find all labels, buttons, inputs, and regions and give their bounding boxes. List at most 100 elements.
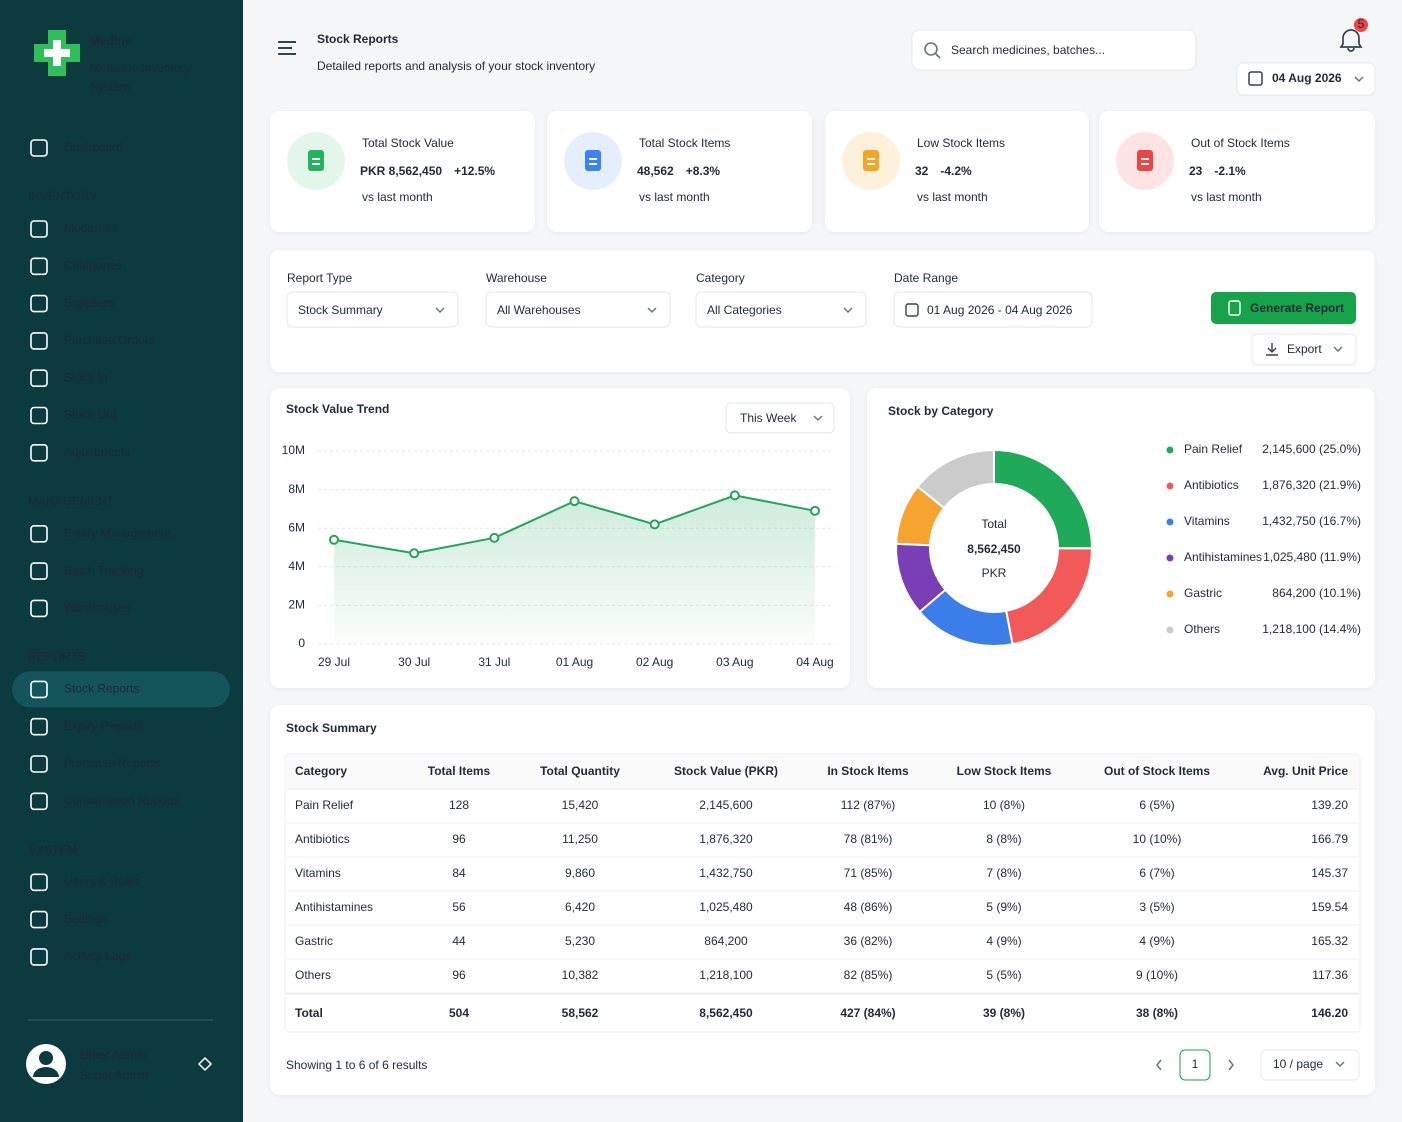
filter-box[interactable] (485, 291, 671, 328)
period-select[interactable] (725, 402, 835, 434)
table-cell: 84 (452, 866, 466, 880)
nav-item[interactable]: Dashboard (64, 140, 123, 154)
legend-value: 1,432,750 (16.7%) (1262, 514, 1361, 528)
nav-item[interactable]: Stock Out (64, 408, 117, 422)
table-cell: 15,420 (562, 798, 599, 812)
badge-count: 5 (1358, 17, 1365, 31)
filter-label: Warehouse (486, 271, 547, 285)
table-cell: Antihistamines (295, 900, 373, 914)
table-cell: 36 (82%) (844, 934, 893, 948)
kpi-change: -4.2% (940, 164, 972, 178)
export-button[interactable] (1251, 333, 1357, 366)
generate-button[interactable] (1211, 292, 1356, 324)
nav-item[interactable]: Purchase Reports (64, 756, 160, 770)
nav-icon (30, 717, 48, 736)
search-icon-handle (934, 52, 941, 59)
kpi-card (1099, 111, 1375, 232)
page-title: Stock Reports (317, 32, 399, 46)
nav-icon (30, 294, 48, 313)
column-header: Out of Stock Items (1104, 764, 1210, 778)
nav-item[interactable]: Expiry Reports (64, 719, 143, 733)
legend-value: 1,876,320 (21.9%) (1262, 478, 1361, 492)
nav-icon (30, 257, 48, 276)
nav-item[interactable]: Settings (64, 912, 107, 926)
donut-slice (916, 448, 995, 510)
legend-value: 2,145,600 (25.0%) (1262, 442, 1361, 456)
kpi-icon-line (312, 163, 320, 165)
area (334, 495, 815, 644)
nav-icon (30, 369, 48, 388)
legend-value: 864,200 (10.1%) (1272, 586, 1361, 600)
section-title: MANAGEMENT (28, 494, 115, 508)
date-button[interactable] (1236, 62, 1376, 96)
nav-item[interactable]: Activity Logs (64, 949, 131, 963)
filter-box[interactable] (893, 291, 1093, 328)
nav-icon (30, 948, 48, 966)
legend-label: Antihistamines (1184, 550, 1262, 564)
kpi-note: vs last month (917, 190, 988, 204)
download-icon (1266, 343, 1278, 356)
table-cell: 96 (452, 968, 466, 982)
logo-cross (44, 40, 70, 66)
kpi-note: vs last month (362, 190, 433, 204)
x-tick-label: 04 Aug (796, 655, 833, 669)
table-cell: 166.79 (1311, 832, 1348, 846)
kpi-icon-line (867, 163, 875, 165)
y-tick-label: 10M (282, 443, 305, 457)
filter-label: Report Type (287, 271, 352, 285)
nav-item[interactable]: Users & Roles (64, 874, 141, 888)
search-placeholder: Search medicines, batches... (951, 43, 1105, 57)
kpi-icon-line (589, 158, 597, 160)
page-subtitle: Detailed reports and analysis of your st… (317, 59, 595, 73)
nav-icon (30, 139, 48, 157)
legend-label: Vitamins (1184, 514, 1230, 528)
donut-value: 8,562,450 (967, 542, 1021, 556)
chevron (1354, 76, 1364, 83)
nav-item[interactable]: Purchase Orders (64, 333, 155, 347)
nav-item[interactable]: Batch Tracking (64, 563, 143, 577)
nav-item[interactable]: Expiry Management (64, 526, 171, 540)
tagline: Medicine Inventory (90, 61, 191, 75)
nav-icon (30, 599, 48, 618)
table-cell: 2,145,600 (699, 798, 753, 812)
user-name: Umer Admin (80, 1048, 146, 1062)
legend-value: 1,025,480 (11.9%) (1263, 550, 1361, 564)
nav-item[interactable]: Warehouses (64, 601, 131, 615)
kpi-icon-line (1141, 163, 1149, 165)
y-tick-label: 0 (298, 636, 305, 650)
page-box[interactable] (1179, 1049, 1211, 1081)
kpi-icon-line (312, 158, 320, 160)
nav-icon (30, 680, 48, 699)
y-tick-label: 8M (288, 482, 305, 496)
legend-label: Antibiotics (1184, 478, 1239, 492)
kpi-icon-line (867, 158, 875, 160)
filter-value: All Warehouses (497, 303, 581, 317)
nav-item[interactable]: Stock Reports (64, 682, 139, 696)
nav-item[interactable]: Categories (64, 258, 122, 272)
nav-item[interactable]: Adjustments (64, 445, 130, 459)
bell[interactable] (1339, 29, 1363, 52)
search-box[interactable] (911, 29, 1197, 71)
filter-box[interactable] (286, 291, 459, 328)
nav-item[interactable]: Consumption Reports (64, 793, 180, 807)
table-cell: 44 (452, 934, 466, 948)
nav-item[interactable]: Stock In (64, 370, 107, 384)
nav-item[interactable]: Suppliers (64, 296, 114, 310)
nav-item[interactable]: Medicines (64, 221, 118, 235)
chart-title: Stock Value Trend (286, 402, 389, 416)
legend-dot (1166, 518, 1174, 526)
prev[interactable] (1156, 1059, 1162, 1071)
table-cell: 56 (452, 900, 466, 914)
table-cell: 112 (87%) (841, 798, 895, 812)
table-title: Stock Summary (286, 721, 377, 735)
next[interactable] (1228, 1059, 1234, 1071)
page-size-box[interactable] (1260, 1049, 1360, 1081)
table-header-bg (286, 755, 1359, 789)
filter-box[interactable] (695, 291, 867, 328)
table-cell: 8,562,450 (699, 1006, 753, 1020)
chevron (843, 307, 853, 314)
legend-dot (1166, 482, 1174, 490)
table-cell: 82 (85%) (844, 968, 893, 982)
